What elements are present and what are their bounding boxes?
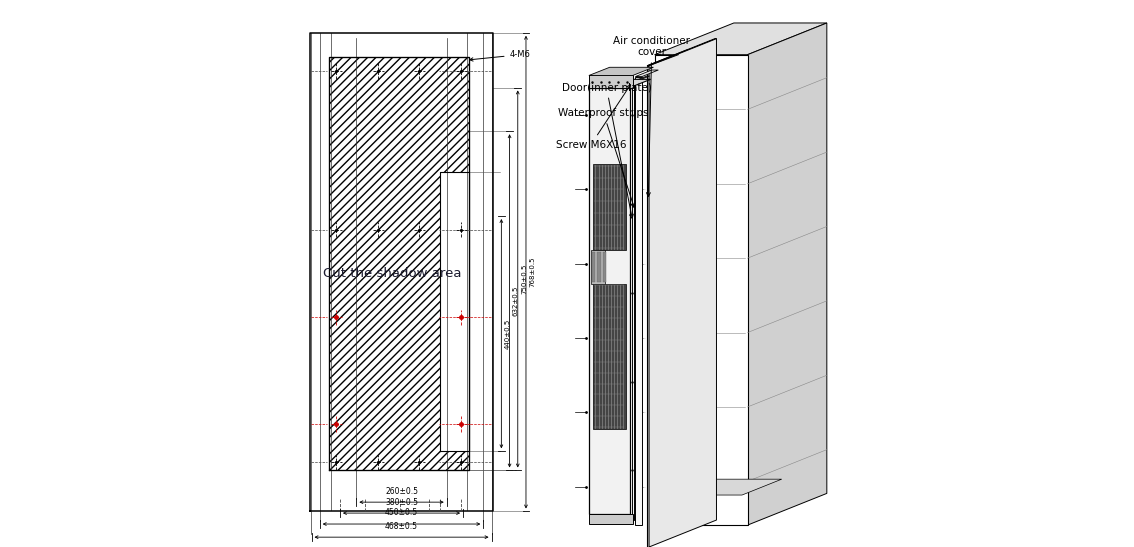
Polygon shape: [598, 252, 601, 282]
Text: 632±0.5: 632±0.5: [513, 286, 519, 316]
Text: 768±0.5: 768±0.5: [530, 257, 535, 287]
Bar: [440, 172, 468, 451]
Text: 260±0.5: 260±0.5: [386, 487, 418, 496]
Bar: [310, 33, 493, 511]
Polygon shape: [632, 82, 634, 520]
Polygon shape: [593, 164, 626, 249]
Polygon shape: [589, 75, 633, 88]
Polygon shape: [593, 284, 626, 429]
Polygon shape: [654, 23, 827, 55]
Text: 4-M6: 4-M6: [469, 50, 531, 61]
Text: 750±0.5: 750±0.5: [521, 264, 527, 294]
Polygon shape: [589, 88, 629, 514]
Polygon shape: [602, 252, 606, 282]
Text: 450±0.5: 450±0.5: [384, 509, 418, 517]
Polygon shape: [635, 70, 659, 77]
Polygon shape: [649, 39, 717, 547]
Polygon shape: [589, 79, 651, 88]
Text: 380±0.5: 380±0.5: [386, 498, 418, 507]
Text: Waterproof strips: Waterproof strips: [558, 108, 649, 207]
Polygon shape: [648, 66, 649, 547]
Polygon shape: [589, 514, 633, 524]
Polygon shape: [589, 67, 653, 75]
Text: Cut the shadow area: Cut the shadow area: [323, 267, 462, 280]
Polygon shape: [747, 23, 827, 525]
Polygon shape: [635, 77, 642, 525]
Text: Air conditioner
cover: Air conditioner cover: [613, 36, 691, 196]
Text: Screw M6X16: Screw M6X16: [556, 85, 631, 150]
Text: 440±0.5: 440±0.5: [505, 318, 510, 349]
Bar: [329, 57, 468, 470]
Polygon shape: [654, 55, 747, 525]
Polygon shape: [660, 479, 781, 495]
Polygon shape: [632, 76, 650, 82]
Polygon shape: [591, 249, 606, 284]
Text: 468±0.5: 468±0.5: [386, 522, 418, 531]
Polygon shape: [592, 252, 595, 282]
Polygon shape: [648, 39, 717, 66]
Text: Door(inner plate): Door(inner plate): [561, 83, 651, 218]
